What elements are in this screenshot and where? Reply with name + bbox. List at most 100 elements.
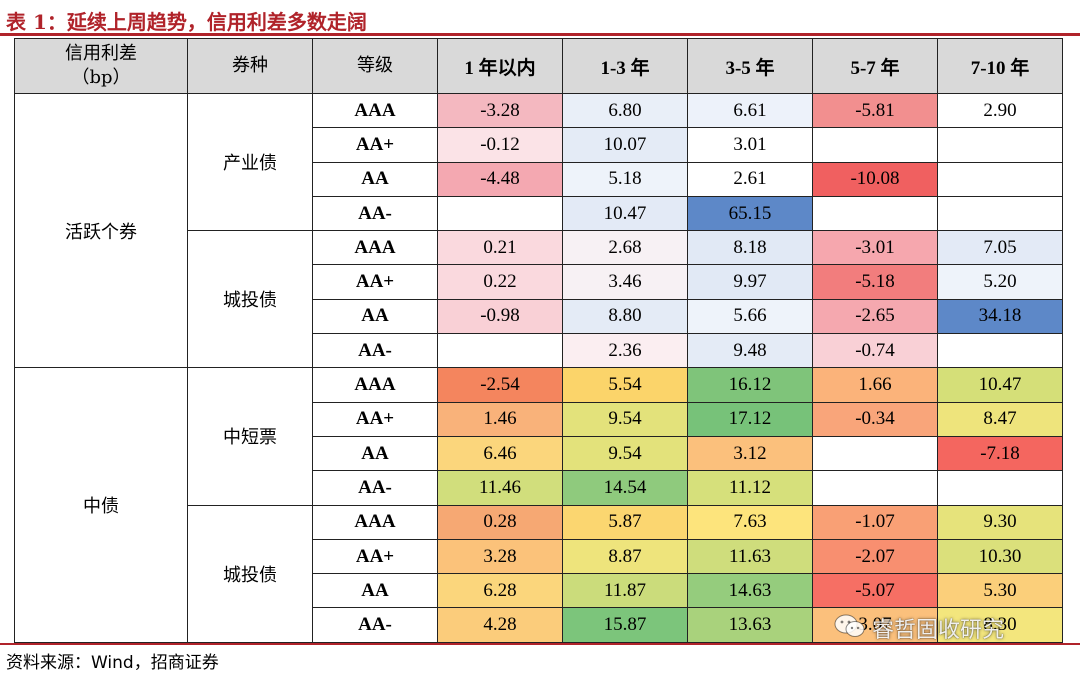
spread-value-cell: 1.46 bbox=[437, 401, 563, 437]
spread-value-cell: 15.87 bbox=[562, 607, 688, 643]
spread-value-cell: 11.12 bbox=[687, 470, 813, 506]
spread-value-cell: 9.30 bbox=[937, 504, 1063, 540]
grade-cell: AA+ bbox=[312, 538, 438, 575]
table-title: 表 1：延续上周趋势，信用利差多数走阔 bbox=[6, 10, 367, 34]
grade-cell: AAA bbox=[312, 92, 438, 129]
spread-value-cell: -0.74 bbox=[812, 333, 938, 369]
spread-value-cell: -2.65 bbox=[812, 298, 938, 335]
spread-value-cell: 5.87 bbox=[562, 504, 688, 540]
wechat-icon bbox=[834, 614, 865, 637]
table-body: 活跃个券 产业债 AAA -3.28 6.80 6.61 -5.81 2.90 AA+ -0.12… bbox=[14, 92, 1063, 643]
table-row: AA- 2.36 9.48 -0.74 bbox=[15, 333, 1063, 369]
spread-value-cell: -5.07 bbox=[812, 573, 938, 609]
spread-value-cell: 65.15 bbox=[687, 195, 813, 232]
spread-value-cell: 2.90 bbox=[937, 92, 1063, 129]
spread-value-cell: 5.20 bbox=[937, 264, 1063, 300]
grade-cell: AAA bbox=[312, 230, 438, 266]
spread-value-cell: 11.87 bbox=[562, 573, 688, 609]
table-row: AA+ 1.46 9.54 17.12 -0.34 8.47 bbox=[15, 401, 1063, 437]
spread-value-cell: 3.12 bbox=[687, 435, 813, 472]
watermark-text: 睿哲固收研究 bbox=[872, 618, 1005, 643]
spread-value-cell bbox=[437, 195, 563, 232]
spread-value-cell: 8.30 bbox=[937, 607, 1063, 643]
table-row: AA- 4.28 15.87 13.63 3.07 8.30 bbox=[15, 607, 1063, 643]
spread-value-cell: 3.28 bbox=[437, 538, 563, 575]
spread-value-cell: 9.48 bbox=[687, 333, 813, 369]
spread-value-cell: 16.12 bbox=[687, 367, 813, 403]
spread-value-cell: 7.05 bbox=[937, 230, 1063, 266]
spread-value-cell: 14.63 bbox=[687, 573, 813, 609]
source-note: 资料来源：Wind，招商证券 bbox=[6, 653, 219, 673]
table-row: 城投债 AAA 0.28 5.87 7.63 -1.07 9.30 bbox=[15, 504, 1063, 643]
spread-value-cell: 0.22 bbox=[437, 264, 563, 300]
table-row: AA+ 3.28 8.87 11.63 -2.07 10.30 bbox=[15, 538, 1063, 575]
table-row: AA -0.98 8.80 5.66 -2.65 34.18 bbox=[15, 298, 1063, 335]
spread-value-cell: 10.30 bbox=[937, 538, 1063, 575]
grade-cell: AA+ bbox=[312, 127, 438, 163]
spread-value-cell bbox=[812, 127, 938, 163]
spread-value-cell: -2.54 bbox=[437, 367, 563, 403]
spread-value-cell: 2.68 bbox=[562, 230, 688, 266]
spread-value-cell: 14.54 bbox=[562, 470, 688, 506]
grade-cell: AAA bbox=[312, 504, 438, 540]
spread-value-cell: 8.47 bbox=[937, 401, 1063, 437]
spread-value-cell: 5.54 bbox=[562, 367, 688, 403]
credit-spread-table: 信用利差 （bp） 券种 等级 1 年以内 1-3 年 3-5 年 5-7 年 … bbox=[14, 38, 1063, 643]
table-row: AA -4.48 5.18 2.61 -10.08 bbox=[15, 161, 1063, 197]
table-row: 中债 中短票 AAA -2.54 5.54 16.12 1.66 10.47 bbox=[14, 367, 1063, 643]
header-spread: 信用利差 （bp） bbox=[14, 38, 188, 94]
grade-cell: AA+ bbox=[312, 401, 438, 437]
spread-value-cell: 8.80 bbox=[562, 298, 688, 335]
table-row: AA+ -0.12 10.07 3.01 bbox=[15, 127, 1063, 163]
grade-cell: AA- bbox=[312, 333, 438, 369]
spread-value-cell: 4.28 bbox=[437, 607, 563, 643]
header-term: 7-10 年 bbox=[937, 38, 1063, 94]
bond-type-cell: 产业债 bbox=[187, 92, 313, 232]
spread-value-cell: 11.63 bbox=[687, 538, 813, 575]
spread-value-cell: 0.21 bbox=[437, 230, 563, 266]
grade-cell: AA bbox=[312, 435, 438, 472]
spread-value-cell bbox=[812, 470, 938, 506]
spread-value-cell: 5.66 bbox=[687, 298, 813, 335]
spread-value-cell: 3.46 bbox=[562, 264, 688, 300]
spread-value-cell: -7.18 bbox=[937, 435, 1063, 472]
spread-value-cell: 1.66 bbox=[812, 367, 938, 403]
spread-value-cell: 9.97 bbox=[687, 264, 813, 300]
spread-value-cell: 10.47 bbox=[937, 367, 1063, 403]
table-row: AA 6.46 9.54 3.12 -7.18 bbox=[15, 435, 1063, 472]
grade-cell: AAA bbox=[312, 367, 438, 403]
spread-value-cell: 3.01 bbox=[687, 127, 813, 163]
spread-value-cell: 6.80 bbox=[562, 92, 688, 129]
spread-value-cell: 2.61 bbox=[687, 161, 813, 197]
spread-value-cell: -4.48 bbox=[437, 161, 563, 197]
header-term: 1-3 年 bbox=[562, 38, 688, 94]
spread-value-cell bbox=[812, 435, 938, 472]
bond-type-cell: 城投债 bbox=[187, 230, 313, 369]
header-term: 1 年以内 bbox=[437, 38, 563, 94]
spread-value-cell bbox=[937, 161, 1063, 197]
spread-value-cell bbox=[937, 127, 1063, 163]
grade-cell: AA+ bbox=[312, 264, 438, 300]
table-row: 城投债 AAA 0.21 2.68 8.18 -3.01 7.05 bbox=[15, 230, 1063, 369]
spread-value-cell: 11.46 bbox=[437, 470, 563, 506]
spread-value-cell: -0.98 bbox=[437, 298, 563, 335]
table-row: AA- 11.46 14.54 11.12 bbox=[15, 470, 1063, 506]
spread-value-cell bbox=[937, 333, 1063, 369]
spread-value-cell: 10.47 bbox=[562, 195, 688, 232]
spread-value-cell: 5.30 bbox=[937, 573, 1063, 609]
title-divider bbox=[0, 33, 1080, 36]
spread-value-cell bbox=[437, 333, 563, 369]
category-cell: 活跃个券 bbox=[14, 92, 188, 369]
grade-cell: AA bbox=[312, 573, 438, 609]
header-row: 信用利差 （bp） 券种 等级 1 年以内 1-3 年 3-5 年 5-7 年 … bbox=[14, 38, 1063, 94]
grade-cell: AA bbox=[312, 298, 438, 335]
spread-value-cell bbox=[937, 470, 1063, 506]
spread-value-cell: -2.07 bbox=[812, 538, 938, 575]
footer-divider bbox=[0, 643, 1080, 645]
spread-value-cell: 8.87 bbox=[562, 538, 688, 575]
spread-value-cell: -3.28 bbox=[437, 92, 563, 129]
header-grade: 等级 bbox=[312, 38, 438, 94]
header-type: 券种 bbox=[187, 38, 313, 94]
spread-value-cell: -10.08 bbox=[812, 161, 938, 197]
spread-value-cell: 8.18 bbox=[687, 230, 813, 266]
